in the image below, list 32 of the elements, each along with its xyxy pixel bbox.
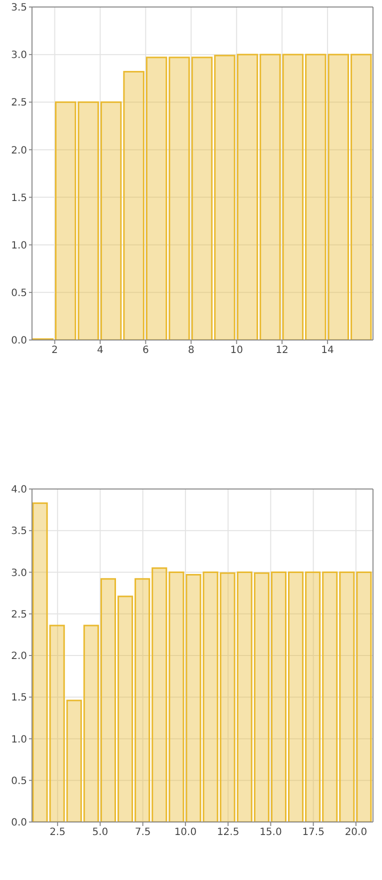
y-tick-label: 0.5 [11,288,27,299]
y-tick-label: 3.0 [11,568,27,579]
y-tick-label: 1.5 [11,192,27,204]
x-tick-label: 15.0 [260,827,282,838]
x-tick-label: 12.5 [216,827,240,838]
y-tick-label: 2.0 [11,145,27,156]
y-tick-label: 3.0 [11,50,27,62]
x-tick-label: 10 [230,345,243,356]
y-tick-label: 3.5 [11,2,27,14]
y-tick-label: 0.0 [11,336,27,347]
x-tick-label: 4 [97,345,104,356]
x-tick-label: 20.0 [344,827,368,838]
x-tick-label: 6 [142,345,149,356]
y-tick-label: 1.5 [11,692,27,704]
y-tick-label: 0.0 [11,818,27,829]
x-tick-label: 8 [188,345,194,356]
x-tick-label: 5.0 [92,827,108,838]
x-tick-label: 12 [276,345,288,356]
x-tick-label: 17.5 [302,827,324,838]
y-tick-label: 1.0 [11,240,27,252]
y-tick-label: 3.5 [11,526,27,538]
y-tick-label: 2.5 [11,98,27,109]
x-tick-label: 10.0 [174,827,197,838]
x-tick-label: 7.5 [134,827,151,838]
y-tick-label: 2.0 [11,651,27,662]
x-tick-label: 2 [52,345,58,356]
x-tick-label: 2.5 [50,827,66,838]
y-tick-label: 1.0 [11,734,27,746]
x-tick-label: 14 [321,345,334,356]
y-tick-label: 4.0 [11,484,27,496]
y-tick-label: 0.5 [11,776,27,787]
y-tick-label: 2.5 [11,609,27,620]
